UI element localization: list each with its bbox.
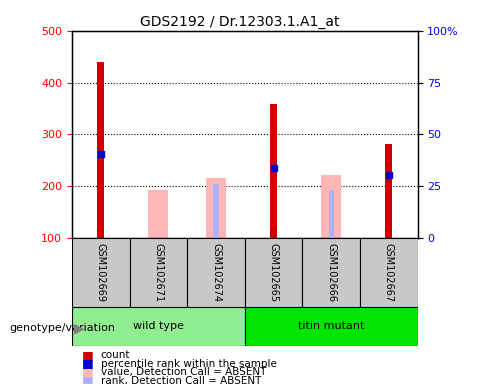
Bar bbox=[329, 190, 334, 238]
Text: value, Detection Call = ABSENT: value, Detection Call = ABSENT bbox=[101, 367, 266, 377]
FancyBboxPatch shape bbox=[72, 238, 130, 307]
Text: GSM102667: GSM102667 bbox=[384, 243, 394, 302]
Text: GSM102665: GSM102665 bbox=[269, 243, 278, 302]
FancyBboxPatch shape bbox=[245, 307, 418, 346]
Text: GSM102674: GSM102674 bbox=[211, 243, 221, 302]
Text: genotype/variation: genotype/variation bbox=[10, 323, 116, 333]
Text: ■: ■ bbox=[82, 366, 93, 379]
Text: titin mutant: titin mutant bbox=[298, 321, 364, 331]
Text: rank, Detection Call = ABSENT: rank, Detection Call = ABSENT bbox=[101, 376, 261, 384]
Bar bbox=[148, 190, 168, 238]
Text: GSM102669: GSM102669 bbox=[96, 243, 106, 302]
Bar bbox=[321, 175, 341, 238]
FancyBboxPatch shape bbox=[130, 238, 187, 307]
Text: ■: ■ bbox=[82, 349, 93, 362]
Bar bbox=[97, 62, 104, 238]
Bar bbox=[206, 179, 226, 238]
FancyBboxPatch shape bbox=[360, 238, 418, 307]
Text: ▶: ▶ bbox=[74, 321, 85, 335]
Bar bbox=[214, 184, 218, 238]
FancyBboxPatch shape bbox=[302, 238, 360, 307]
Text: ■: ■ bbox=[82, 357, 93, 370]
Text: GSM102666: GSM102666 bbox=[326, 243, 336, 302]
FancyBboxPatch shape bbox=[72, 307, 245, 346]
Bar bbox=[385, 144, 392, 238]
Text: ■: ■ bbox=[82, 374, 93, 384]
Text: wild type: wild type bbox=[133, 321, 184, 331]
FancyBboxPatch shape bbox=[245, 238, 302, 307]
Text: percentile rank within the sample: percentile rank within the sample bbox=[101, 359, 276, 369]
FancyBboxPatch shape bbox=[187, 238, 245, 307]
Text: GSM102671: GSM102671 bbox=[154, 243, 163, 302]
Text: GDS2192 / Dr.12303.1.A1_at: GDS2192 / Dr.12303.1.A1_at bbox=[140, 15, 340, 29]
Bar bbox=[270, 104, 277, 238]
Text: count: count bbox=[101, 350, 130, 360]
